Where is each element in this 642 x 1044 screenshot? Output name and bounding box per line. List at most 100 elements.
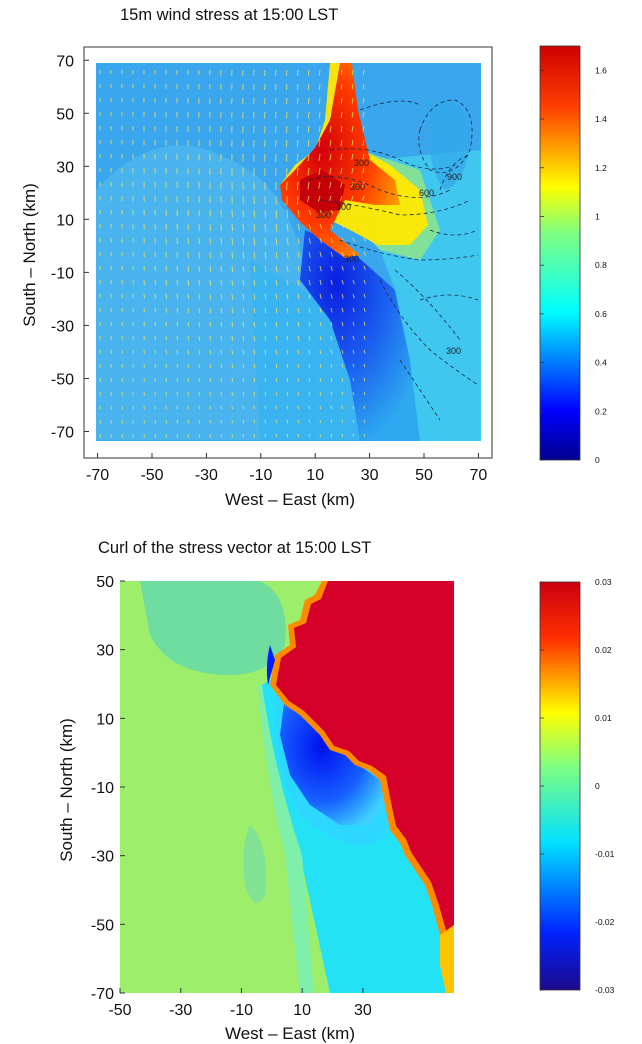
stress-vector — [220, 377, 223, 382]
colorbar-tick-label: 0.03 — [595, 577, 612, 587]
stress-vector — [285, 111, 288, 119]
stress-vector — [220, 391, 223, 396]
stress-vector — [351, 167, 354, 174]
stress-vector — [363, 433, 366, 437]
stress-vector — [330, 237, 334, 243]
stress-vector — [297, 377, 300, 382]
stress-vector — [242, 405, 245, 410]
stress-vector — [242, 307, 245, 314]
stress-vector — [286, 433, 289, 438]
stress-vector — [198, 405, 200, 410]
stress-vector — [253, 433, 256, 438]
stress-vector — [242, 265, 245, 273]
stress-vector — [319, 405, 322, 410]
stress-vector — [352, 363, 355, 368]
stress-vector — [275, 377, 278, 382]
stress-vector — [242, 237, 245, 245]
stress-vector — [307, 97, 310, 105]
stress-vector — [253, 223, 256, 232]
stress-vector — [242, 433, 245, 438]
colorbar-tick-label: -0.01 — [595, 849, 615, 859]
stress-vector — [296, 83, 299, 90]
colorbar-tick-label: 0 — [595, 455, 600, 465]
y-tick-label: 10 — [96, 711, 114, 728]
stress-vector — [220, 405, 222, 410]
stress-vector — [231, 321, 234, 328]
stress-vector — [319, 349, 322, 355]
stress-vector — [296, 69, 299, 76]
stress-vector — [187, 377, 189, 382]
stress-vector — [198, 293, 201, 300]
contour-label: 300 — [446, 346, 461, 356]
stress-vector — [319, 433, 322, 437]
stress-vector — [308, 209, 312, 216]
colorbar — [539, 45, 581, 461]
stress-vector — [264, 293, 267, 300]
contour-label: 300 — [316, 210, 331, 220]
stress-vector — [285, 139, 288, 148]
stress-vector — [330, 405, 333, 410]
stress-vector — [253, 279, 256, 287]
stress-vector — [308, 433, 311, 438]
stress-vector — [341, 293, 344, 299]
x-tick-label: -10 — [249, 467, 272, 484]
stress-vector — [253, 321, 256, 328]
axis-ticks: -70 -50 -30 -10 10 30 50 70 70 50 30 10 -10 -30 -50 -70 — [51, 53, 488, 484]
stress-vector — [339, 195, 343, 202]
stress-vector — [275, 419, 278, 424]
stress-vector — [209, 307, 212, 314]
stress-vector — [340, 153, 343, 161]
stress-vector — [286, 223, 289, 232]
y-tick-label: -10 — [91, 780, 114, 797]
stress-vector — [297, 195, 299, 205]
stress-vector — [319, 377, 322, 382]
stress-vector — [264, 377, 267, 382]
stress-vector — [209, 363, 212, 369]
stress-vector — [297, 321, 300, 327]
stress-vector — [296, 153, 299, 162]
stress-vector — [275, 223, 278, 232]
stress-vector — [297, 363, 300, 369]
stress-vector — [231, 405, 234, 410]
stress-vector — [198, 377, 200, 382]
colorbar-tick-label: 0 — [595, 781, 600, 791]
stress-vector — [362, 153, 365, 160]
colorbar-tick-label: 1.6 — [595, 65, 607, 75]
stress-vector — [264, 335, 267, 341]
stress-vector — [297, 223, 300, 231]
colorbar-ticks: 0 0.2 0.4 0.6 0.8 1 1.2 1.4 1.6 — [540, 65, 607, 465]
stress-vector — [220, 237, 222, 245]
stress-vector — [330, 363, 333, 368]
y-tick-label: -10 — [51, 265, 74, 282]
y-tick-label: -50 — [51, 371, 74, 388]
stress-vector — [330, 377, 333, 382]
stress-vector — [308, 391, 311, 396]
stress-vector — [297, 237, 300, 245]
stress-vector — [209, 377, 212, 382]
stress-vector — [362, 69, 365, 75]
stress-vector — [307, 69, 310, 76]
stress-vector — [352, 223, 356, 228]
colorbar-tick-label: 0.4 — [595, 358, 607, 368]
stress-vector — [242, 363, 245, 369]
stress-vector — [176, 335, 178, 341]
stress-vector — [363, 223, 367, 228]
stress-vector — [275, 125, 277, 133]
stress-vector — [231, 279, 234, 286]
stress-vector — [209, 433, 211, 438]
stress-vector — [363, 307, 366, 312]
stress-vector — [351, 125, 354, 132]
stress-vector — [318, 125, 321, 133]
y-tick-label: -50 — [91, 917, 114, 934]
stress-vector — [330, 307, 333, 313]
stress-vector — [286, 237, 289, 245]
stress-vector — [275, 391, 278, 396]
stress-vector — [242, 223, 245, 232]
stress-vector — [286, 307, 289, 314]
stress-vector — [308, 349, 311, 355]
stress-vector — [352, 391, 355, 396]
stress-vector — [220, 321, 223, 328]
stress-vector — [308, 419, 311, 424]
